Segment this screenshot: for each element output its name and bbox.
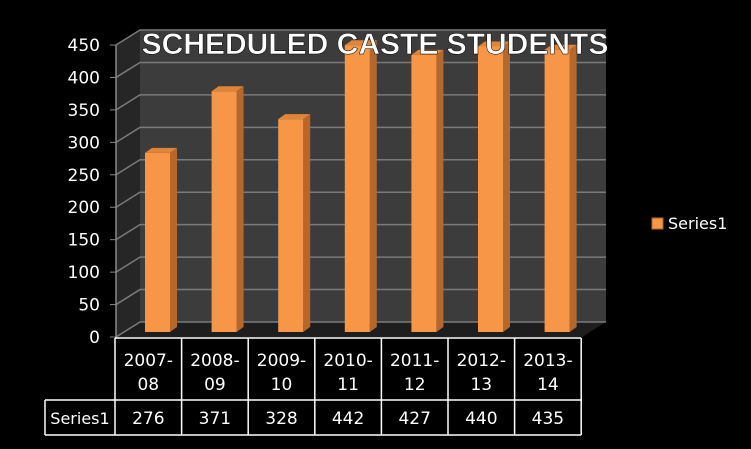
bar-side (569, 44, 577, 332)
x-category-label: 2008- (190, 351, 239, 371)
bar-side (170, 147, 177, 332)
gridline (115, 61, 606, 79)
gridline (115, 94, 606, 111)
data-table-value: 435 (532, 409, 564, 429)
gridline (115, 191, 606, 208)
bar (478, 46, 503, 332)
y-tick-label: 150 (68, 231, 100, 251)
bar-side (436, 49, 444, 333)
bar (211, 91, 237, 332)
x-category-label: 2007- (124, 351, 173, 371)
bar (544, 49, 570, 332)
bar (344, 45, 370, 333)
y-tick-label: 450 (68, 36, 100, 56)
bar-side (303, 114, 311, 332)
bar (411, 54, 437, 333)
x-category-label: 2012- (457, 351, 506, 371)
x-category-label: 11 (337, 375, 359, 395)
data-table-value: 427 (398, 409, 430, 429)
bar-top (411, 49, 444, 55)
x-category-label: 12 (404, 375, 426, 395)
data-table-value: 371 (199, 409, 231, 429)
bar (145, 152, 170, 332)
legend-swatch (651, 217, 664, 230)
x-category-label: 08 (137, 375, 159, 395)
bar-side (369, 40, 377, 333)
y-tick-label: 300 (68, 133, 100, 153)
y-tick-label: 200 (68, 198, 100, 218)
gridline (115, 321, 606, 338)
y-tick-label: 400 (68, 68, 100, 88)
y-tick-label: 350 (68, 101, 100, 121)
bar-top (344, 40, 377, 46)
x-category-label: 2013- (523, 351, 572, 371)
gridline (115, 256, 606, 273)
gridline (115, 159, 606, 176)
x-category-label: 14 (537, 375, 559, 395)
chart-title: SCHEDULED CASTE STUDENTS (142, 28, 609, 61)
bar-top (145, 147, 177, 153)
x-category-label: 09 (204, 375, 226, 395)
data-table-value: 276 (132, 409, 164, 429)
data-table-value: 328 (265, 409, 297, 429)
bar-top (544, 44, 577, 50)
x-category-label: 2010- (323, 351, 372, 371)
gridline (115, 126, 606, 143)
bar (278, 119, 304, 332)
gridline (115, 29, 606, 46)
data-table-value: 440 (465, 409, 497, 429)
x-category-label: 2009- (257, 351, 306, 371)
bar-side (236, 86, 244, 332)
bar-top (211, 86, 244, 92)
bar-side (503, 41, 510, 332)
gridline (115, 223, 606, 241)
y-tick-label: 50 (78, 296, 100, 316)
data-table-series-label: Series1 (50, 409, 109, 428)
y-tick-label: 0 (89, 328, 100, 348)
y-tick-label: 100 (68, 263, 100, 283)
legend-label: Series1 (668, 214, 727, 233)
x-category-label: 13 (470, 375, 492, 395)
data-table-value: 442 (332, 409, 364, 429)
bar-top (478, 41, 510, 47)
y-tick-label: 250 (68, 166, 100, 186)
x-category-label: 2011- (390, 351, 439, 371)
x-category-label: 10 (271, 375, 293, 395)
bar-top (278, 114, 311, 120)
gridline (115, 288, 606, 306)
